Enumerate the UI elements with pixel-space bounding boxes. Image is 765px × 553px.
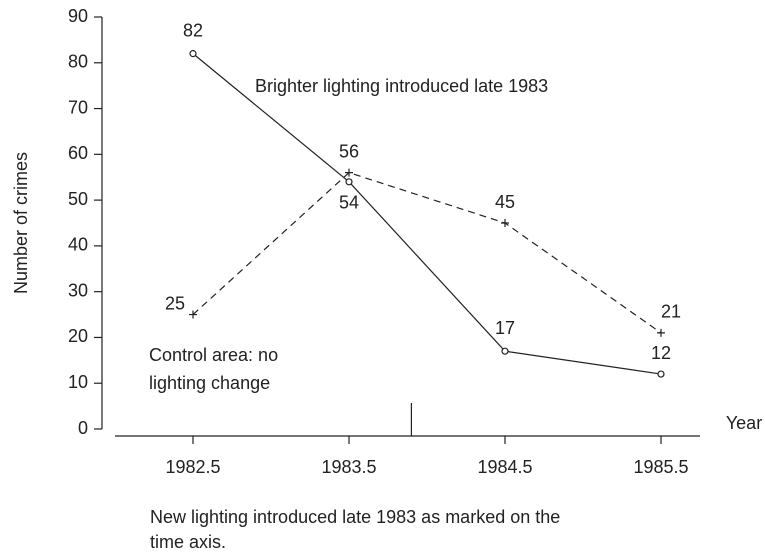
data-label: 82 [183,20,203,40]
point [345,168,353,177]
y-tick-label: 20 [68,326,88,346]
x-tick-label: 1983.5 [321,457,376,477]
y-axis-label: Number of crimes [11,152,31,294]
y-tick-label: 70 [68,97,88,117]
annotation: Control area: no [149,345,278,365]
point [189,310,197,319]
caption: New lighting introduced late 1983 as mar… [150,507,560,527]
x-tick-label: 1984.5 [477,457,532,477]
series-line [192,53,662,375]
y-tick-label: 90 [68,6,88,26]
y-tick-label: 0 [78,418,88,438]
x-tick-label: 1985.5 [633,457,688,477]
y-tick-label: 40 [68,235,88,255]
y-tick-label: 50 [68,189,88,209]
point [501,347,509,355]
data-label: 12 [651,343,671,363]
point [501,219,509,227]
y-tick-label: 60 [68,143,88,163]
caption: time axis. [150,532,226,552]
annotation: lighting change [149,373,270,393]
data-label: 54 [339,193,359,213]
point [657,328,665,337]
point [345,178,353,186]
point [657,370,665,378]
x-tick-label: 1982.5 [165,457,220,477]
data-label: 25 [165,293,185,313]
series-line [192,171,662,334]
x-axis-label: Year [726,413,762,433]
y-tick-label: 30 [68,280,88,300]
data-label: 17 [495,318,515,338]
data-label: 21 [661,302,681,322]
data-label: 56 [339,141,359,161]
y-tick-label: 10 [68,372,88,392]
y-tick-label: 80 [68,52,88,72]
annotation: Brighter lighting introduced late 1983 [255,76,548,96]
point [189,50,197,58]
data-label: 45 [495,192,515,212]
